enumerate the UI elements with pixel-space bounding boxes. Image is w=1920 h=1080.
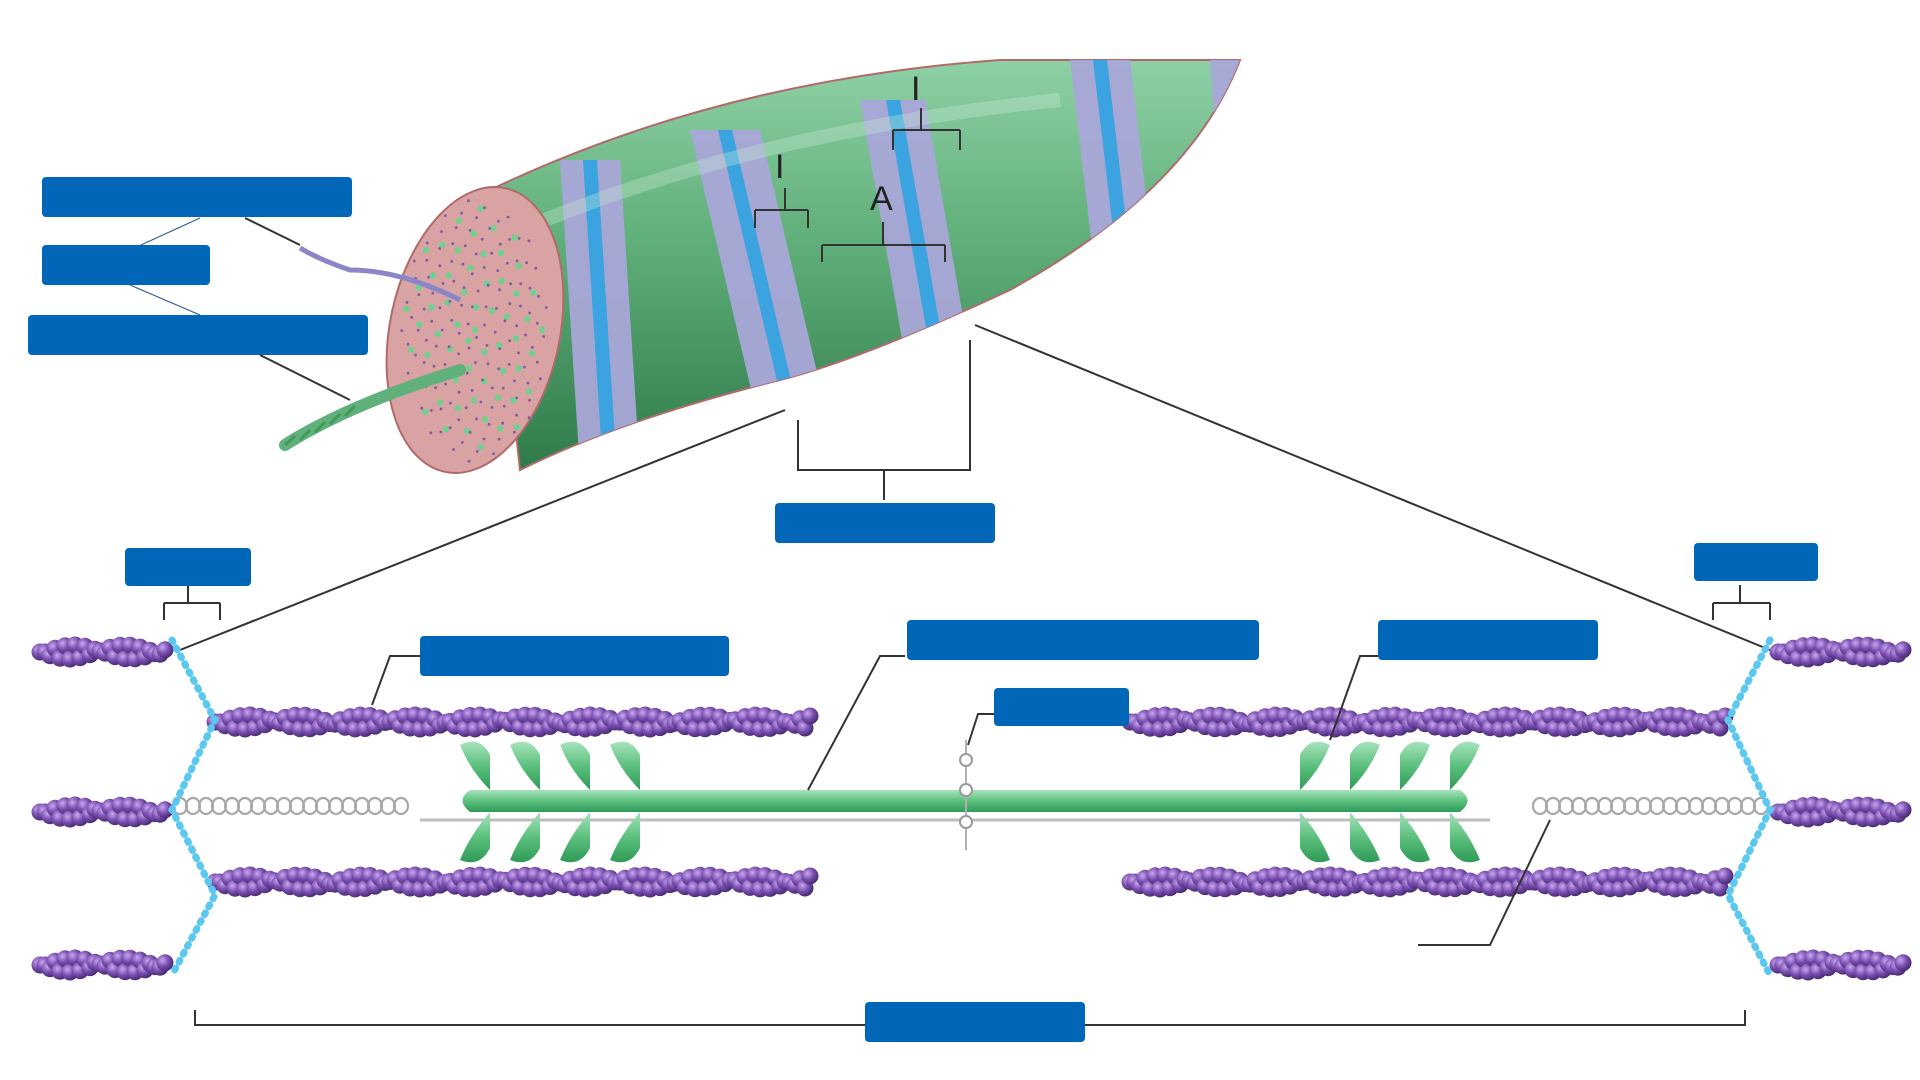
i-band-letter-top: I (911, 70, 920, 108)
titin-right (1531, 796, 1770, 816)
leader-myofibril-1 (244, 217, 301, 246)
leader-myosin-head (1329, 655, 1378, 741)
myosin-head-label[interactable] (1378, 620, 1598, 660)
thick-filament-strand (298, 245, 462, 303)
myofibril-label-1[interactable] (42, 177, 352, 217)
sarcomere-bottom-label[interactable] (865, 1002, 1085, 1042)
a-band-letter: A (870, 180, 893, 218)
leader-m-line (967, 713, 995, 746)
i-band-letter-left: I (775, 148, 784, 186)
leader-thin-filament (371, 655, 420, 706)
leader-thin-a (129, 217, 201, 251)
myofibril-label-2[interactable] (42, 245, 210, 285)
myofibril-label-3[interactable] (28, 315, 368, 355)
muscle-fiber: I A I (129, 59, 1771, 651)
m-line (959, 740, 973, 850)
m-line-label[interactable] (994, 688, 1129, 726)
leader-thick-filament (807, 655, 905, 791)
z-disc-left (168, 636, 219, 979)
sarcomere-label-top[interactable] (775, 503, 995, 543)
thin-filament-label[interactable] (420, 636, 729, 676)
sarcomere-top-bracket (797, 340, 971, 500)
cross-section-dots (403, 205, 546, 451)
zoom-line-right (974, 324, 1771, 651)
leader-titin (1418, 819, 1551, 946)
leader-myofibril-3 (259, 354, 351, 401)
z-disc-right-bracket (1712, 585, 1771, 620)
fiber-body (488, 59, 1242, 472)
titin-left (171, 796, 410, 816)
z-disc-left-bracket (163, 585, 221, 620)
sarcomere (31, 585, 1912, 1026)
z-disc-left-label[interactable] (125, 548, 251, 586)
myosin-heads (460, 741, 1480, 863)
label-boxes (28, 177, 1818, 1042)
thick-filament-label[interactable] (907, 620, 1259, 660)
z-disc-right (1724, 636, 1774, 979)
z-disc-right-label[interactable] (1694, 543, 1818, 581)
leader-thin-b (129, 284, 201, 316)
cross-section-small-dots (400, 199, 548, 463)
band-brackets: I A I (754, 70, 961, 262)
thin-filaments (31, 636, 1912, 981)
zoom-line-left (179, 409, 786, 651)
